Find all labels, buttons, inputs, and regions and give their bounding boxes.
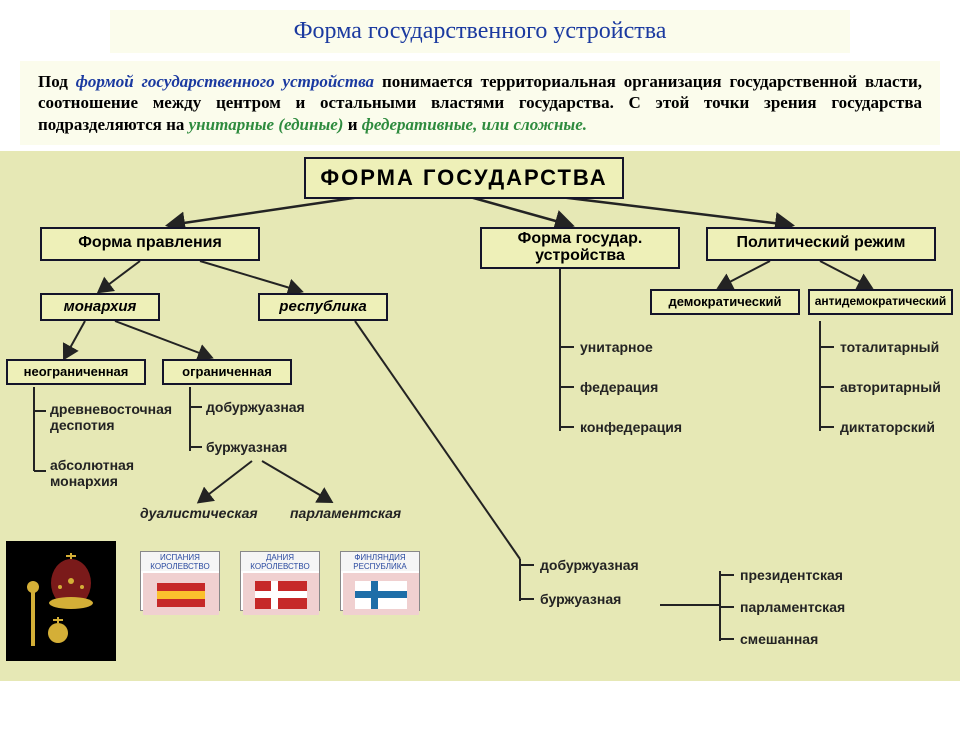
leaf-parliamentary-republic: парламентская xyxy=(740,599,845,615)
diagram-area: ФОРМА ГОСУДАРСТВА Форма правления Форма … xyxy=(0,151,960,681)
intro-green1: унитарные (единые) xyxy=(189,115,344,134)
intro-paragraph: Под формой государственного устройства п… xyxy=(20,61,940,145)
leaf-federation: федерация xyxy=(580,379,658,395)
leaf-dualistic: дуалистическая xyxy=(140,505,258,521)
leaf-totalitarian: тоталитарный xyxy=(840,339,939,355)
leaf-republic-bourgeois: буржуазная xyxy=(540,591,621,607)
intro-lead: Под xyxy=(38,72,76,91)
node-unlimited: неограниченная xyxy=(6,359,146,385)
flag-finland-caption: ФИНЛЯНДИЯ РЕСПУБЛИКА xyxy=(341,552,419,571)
node-limited: ограниченная xyxy=(162,359,292,385)
flag-spain: ИСПАНИЯ КОРОЛЕВСТВО xyxy=(140,551,220,611)
leaf-confederation: конфедерация xyxy=(580,419,682,435)
leaf-unitary: унитарное xyxy=(580,339,653,355)
crown-regalia-image xyxy=(6,541,116,661)
node-democratic: демократический xyxy=(650,289,800,315)
node-branch-territorial: Форма государ. устройства xyxy=(480,227,680,269)
node-branch-political-regime: Политический режим xyxy=(706,227,936,261)
leaf-authoritarian: авторитарный xyxy=(840,379,941,395)
flag-denmark: ДАНИЯ КОРОЛЕВСТВО xyxy=(240,551,320,611)
leaf-despotia: древневосточная деспотия xyxy=(50,401,200,433)
node-republic: республика xyxy=(258,293,388,321)
intro-green2: федеративные, или сложные. xyxy=(362,115,587,134)
leaf-absolute-monarchy: абсолютная монархия xyxy=(50,457,200,489)
page-title: Форма государственного устройства xyxy=(110,10,850,53)
leaf-presidential: президентская xyxy=(740,567,843,583)
node-branch-form-of-rule: Форма правления xyxy=(40,227,260,261)
leaf-pre-bourgeois: добуржуазная xyxy=(206,399,305,415)
leaf-mixed: смешанная xyxy=(740,631,818,647)
flag-finland: ФИНЛЯНДИЯ РЕСПУБЛИКА xyxy=(340,551,420,611)
leaf-dictatorial: диктаторский xyxy=(840,419,935,435)
intro-mid2: и xyxy=(343,115,361,134)
flag-spain-caption: ИСПАНИЯ КОРОЛЕВСТВО xyxy=(141,552,219,571)
leaf-parliamentary-monarchy: парламентская xyxy=(290,505,401,521)
node-monarchy: монархия xyxy=(40,293,160,321)
flag-denmark-caption: ДАНИЯ КОРОЛЕВСТВО xyxy=(241,552,319,571)
node-antidemocratic: антидемократический xyxy=(808,289,953,315)
node-root: ФОРМА ГОСУДАРСТВА xyxy=(304,157,624,199)
leaf-republic-prebourgeois: добуржуазная xyxy=(540,557,639,573)
leaf-bourgeois: буржуазная xyxy=(206,439,287,455)
intro-term: формой государственного устройства xyxy=(76,72,374,91)
